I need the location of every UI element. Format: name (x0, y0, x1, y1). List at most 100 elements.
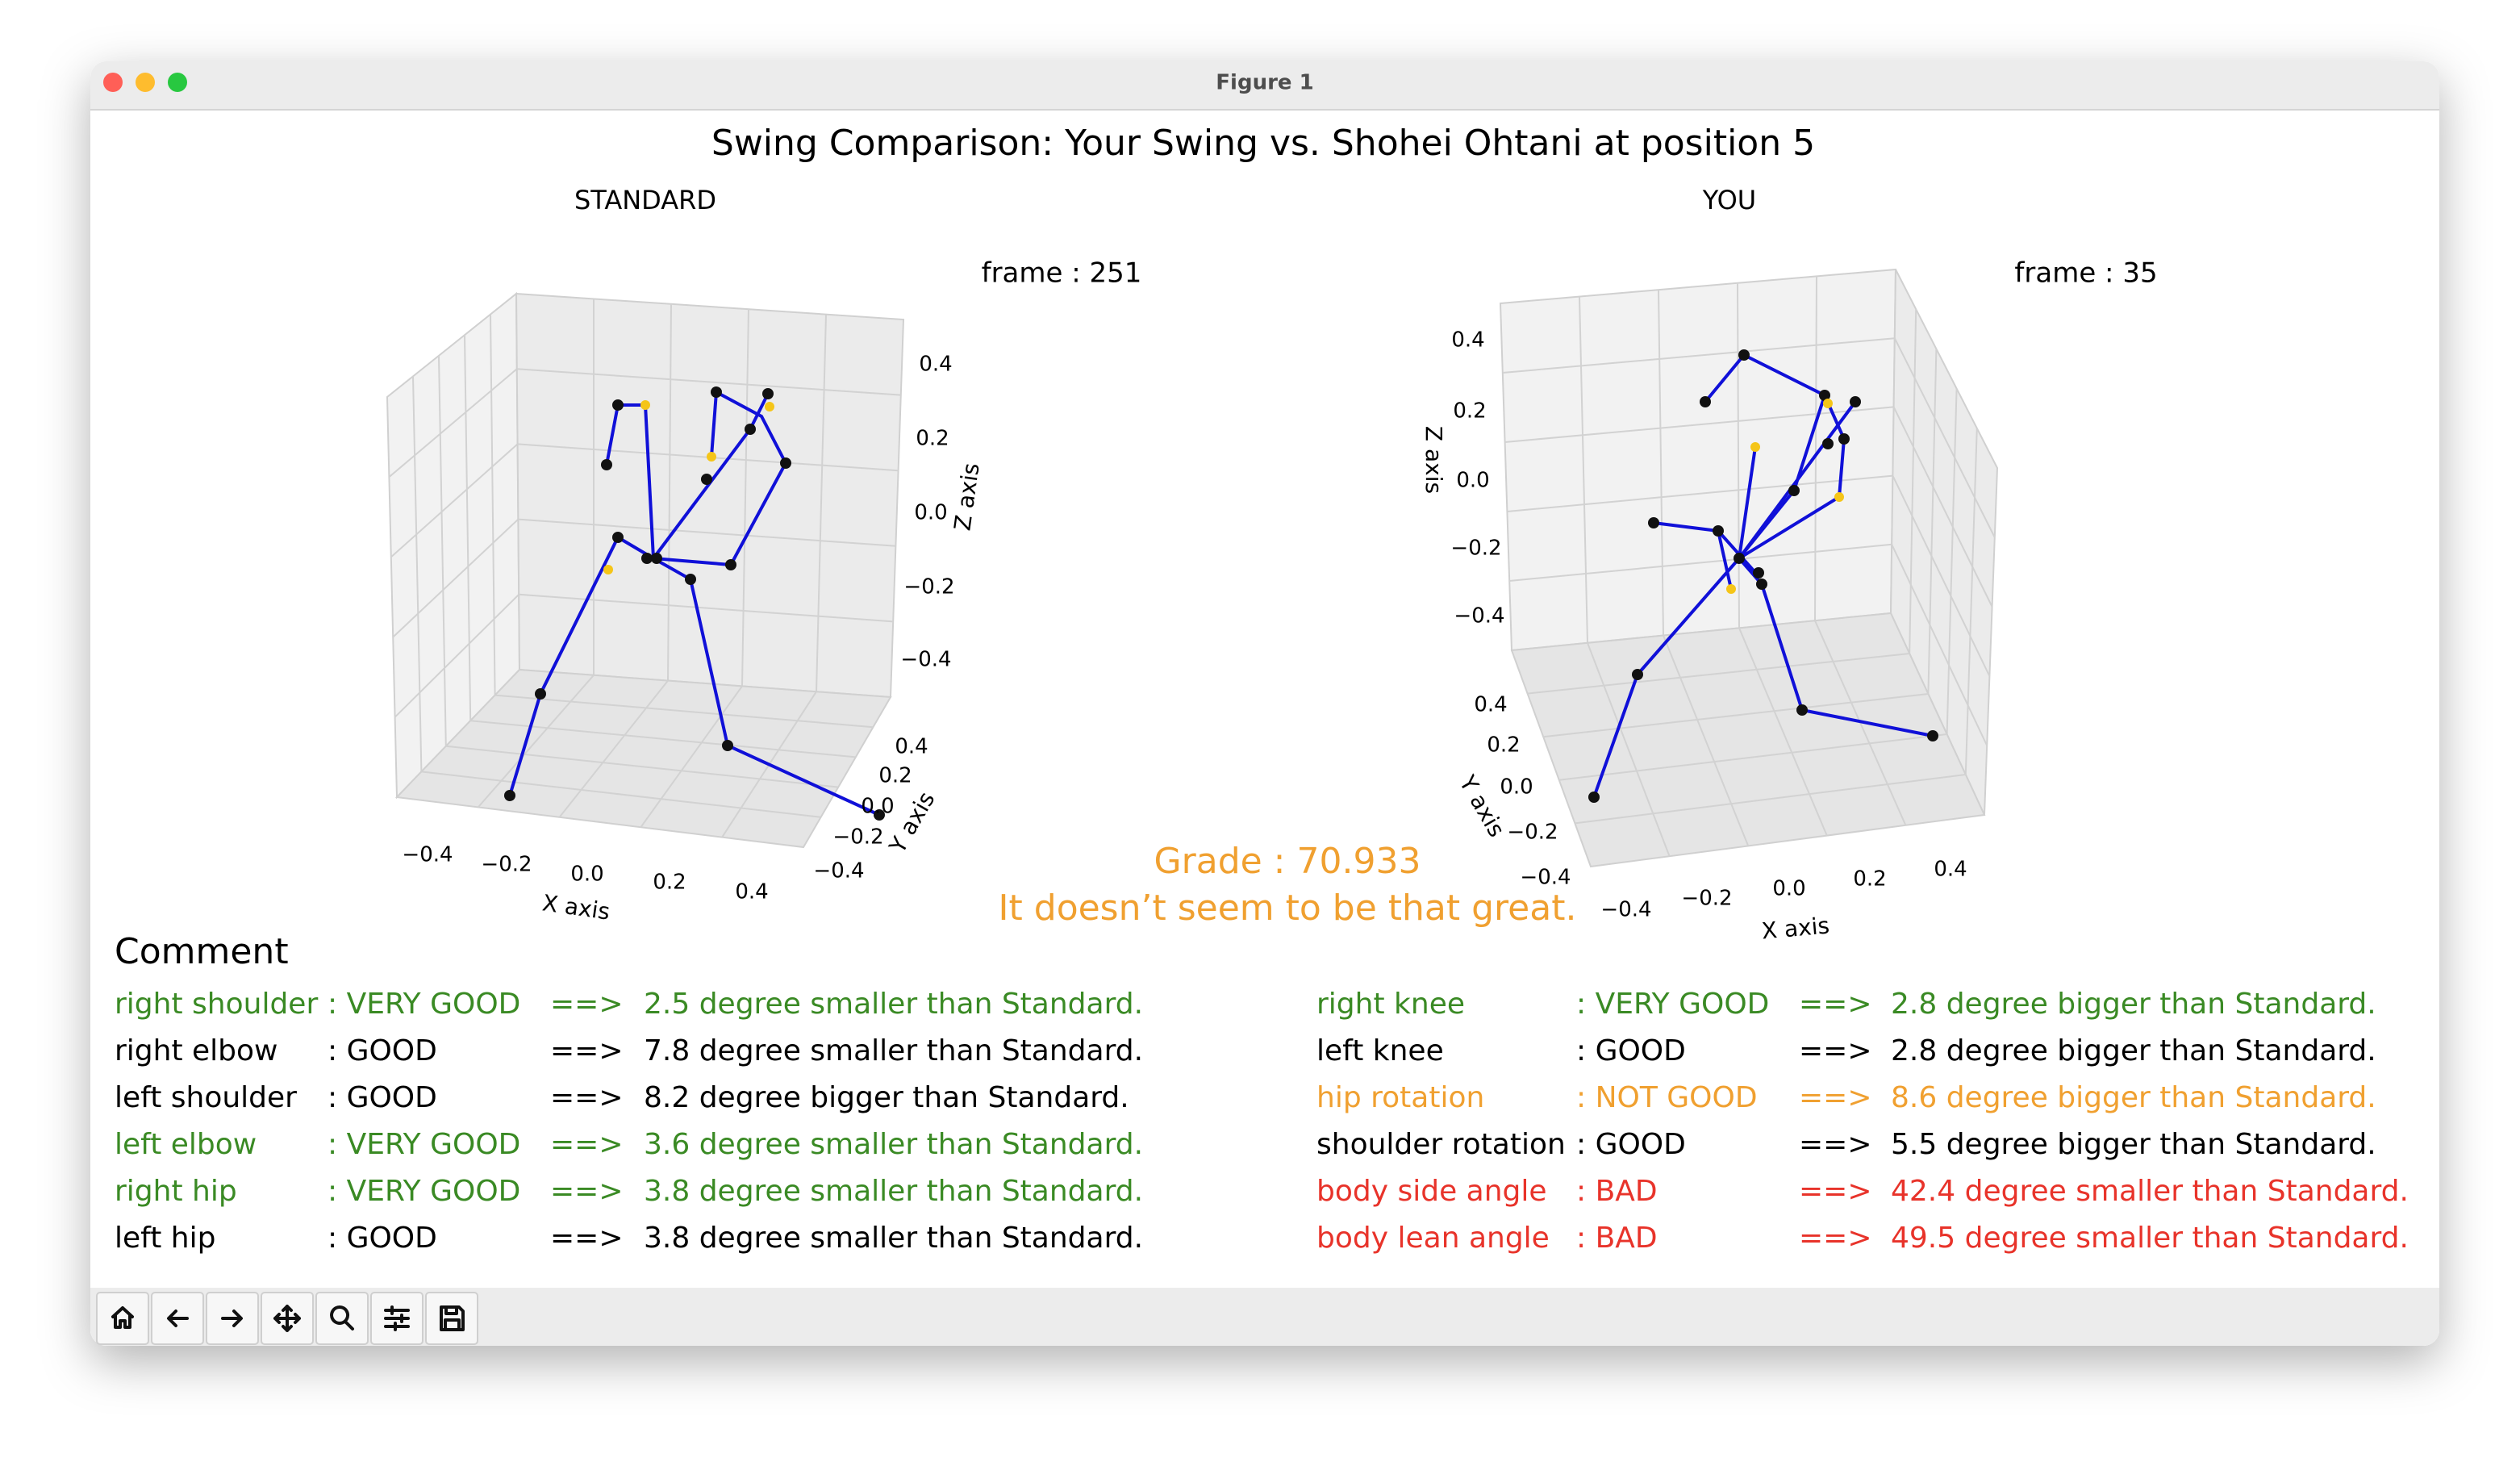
skeleton-joint (1734, 553, 1745, 564)
comment-arrow: ==> (1799, 1034, 1872, 1067)
axes-3d: STANDARD frame : 251 −0.4 −0.2 0.0 0.2 0.4 0.4 0… (386, 185, 1142, 925)
comment-rating: : BAD (1576, 1222, 1658, 1255)
comment-part: body lean angle (1316, 1222, 1550, 1255)
toolbar-button[interactable] (96, 1292, 149, 1345)
skeleton-bone (653, 557, 880, 817)
comment-rating: : GOOD (1576, 1034, 1686, 1067)
skeleton-joint (762, 388, 774, 399)
comment-rating: : GOOD (328, 1222, 437, 1255)
grid-line (388, 368, 518, 478)
grid-line (816, 314, 827, 692)
grid-line (1909, 309, 1917, 654)
skeleton-bone (508, 535, 655, 796)
grid-line (1737, 282, 1740, 629)
skeleton-joint (780, 457, 791, 469)
comment-arrow: ==> (550, 988, 624, 1021)
grid-line (421, 771, 821, 818)
title-bar (90, 61, 2439, 110)
grade-comment: It doesn’t seem to be that great. (999, 888, 1577, 929)
grid-line (478, 675, 595, 808)
grid-line (464, 335, 472, 721)
grid-line (667, 303, 672, 681)
tick-label: 0.0 (1772, 877, 1805, 901)
toolbar-button[interactable] (370, 1292, 423, 1345)
minimize-button[interactable] (136, 73, 155, 92)
comment-detail: 2.8 degree bigger than Standard. (1891, 1034, 2376, 1067)
grid-line (516, 368, 901, 396)
button-icon (440, 1305, 465, 1331)
skeleton-bone (1704, 353, 1846, 560)
grid-line (1964, 428, 1978, 775)
skeleton-joint (1838, 433, 1850, 445)
axes-3d: YOU frame : 35 −0.4 −0.2 0.0 0.2 0.4 0.4 0.2 0.0 −… (1421, 185, 2158, 945)
panel-title: YOU (1702, 185, 1756, 215)
comment-rating: : VERY GOOD (328, 1128, 520, 1161)
skeleton-bone (1738, 400, 1857, 560)
tick-label: −0.2 (903, 575, 954, 599)
skeleton-joint (612, 399, 624, 411)
tick-label: −0.2 (1681, 887, 1732, 911)
grid-line (1663, 635, 1750, 846)
comment-rating: : VERY GOOD (328, 988, 520, 1021)
comment-arrow: ==> (550, 1081, 624, 1114)
tick-label: −0.2 (1507, 821, 1558, 845)
toolbar-button[interactable] (315, 1292, 369, 1345)
grid-line (470, 720, 856, 758)
tick-label: −0.4 (402, 843, 453, 867)
grid-line (1587, 642, 1671, 857)
skeleton-joint (1788, 485, 1800, 496)
tick-label: 0.4 (1934, 858, 1967, 882)
comment-heading: Comment (115, 931, 289, 972)
toolbar-button[interactable] (206, 1292, 259, 1345)
grid-line (1891, 544, 1988, 746)
comment-part: body side angle (1316, 1175, 1547, 1208)
skeleton-joint (603, 565, 613, 574)
comment-part: shoulder rotation (1316, 1128, 1566, 1161)
skeleton-joint (1819, 390, 1830, 401)
comment-arrow: ==> (1799, 1175, 1872, 1208)
comment-detail: 2.8 degree bigger than Standard. (1891, 988, 2376, 1021)
grid-line (1575, 774, 1966, 825)
skeleton-joint (707, 452, 716, 462)
grid-line (1892, 475, 1991, 677)
axis-label: X axis (1760, 912, 1830, 944)
tick-label: 0.0 (861, 795, 894, 819)
comment-part: left hip (115, 1222, 215, 1255)
skeleton-joint (504, 790, 515, 801)
toolbar (90, 1288, 2439, 1346)
toolbar-button[interactable] (425, 1292, 478, 1345)
comment-detail: 2.5 degree smaller than Standard. (644, 988, 1143, 1021)
tick-label: 0.0 (1456, 469, 1489, 493)
skeleton-joint (535, 688, 546, 700)
skeleton-joint (874, 809, 885, 821)
tick-label: 0.2 (878, 764, 912, 788)
comment-arrow: ==> (550, 1034, 624, 1067)
skeleton-joint (1834, 492, 1844, 502)
close-button[interactable] (103, 73, 123, 92)
frame-label: frame : 251 (982, 257, 1142, 290)
comment-arrow: ==> (1799, 1128, 1872, 1161)
toolbar-button[interactable] (151, 1292, 204, 1345)
grid-line (490, 314, 496, 695)
skeleton-joint (1796, 704, 1808, 716)
skeleton-joint (1738, 349, 1750, 361)
tick-label: 0.0 (914, 501, 947, 525)
tick-label: −0.4 (1520, 866, 1571, 890)
button-icon (221, 1310, 243, 1327)
skeleton-joint (1756, 579, 1767, 590)
comment-part: left shoulder (115, 1081, 297, 1114)
zoom-button[interactable] (168, 73, 187, 92)
tick-label: 0.2 (916, 427, 949, 451)
skeleton-joint (640, 400, 650, 410)
comment-arrow: ==> (550, 1128, 624, 1161)
grid-line (640, 685, 743, 828)
comment-part: right knee (1316, 988, 1465, 1021)
skeleton-joint (1822, 438, 1834, 449)
skeleton-joint (1726, 584, 1736, 594)
grid-line (1738, 628, 1828, 836)
toolbar-button[interactable] (261, 1292, 314, 1345)
tick-label: 0.4 (919, 353, 952, 377)
comment-rating: : VERY GOOD (328, 1175, 520, 1208)
button-icon (111, 1306, 134, 1329)
skeleton-joint (651, 553, 662, 564)
